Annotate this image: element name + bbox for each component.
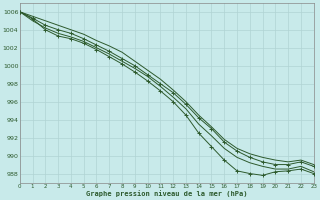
- X-axis label: Graphe pression niveau de la mer (hPa): Graphe pression niveau de la mer (hPa): [86, 190, 247, 197]
